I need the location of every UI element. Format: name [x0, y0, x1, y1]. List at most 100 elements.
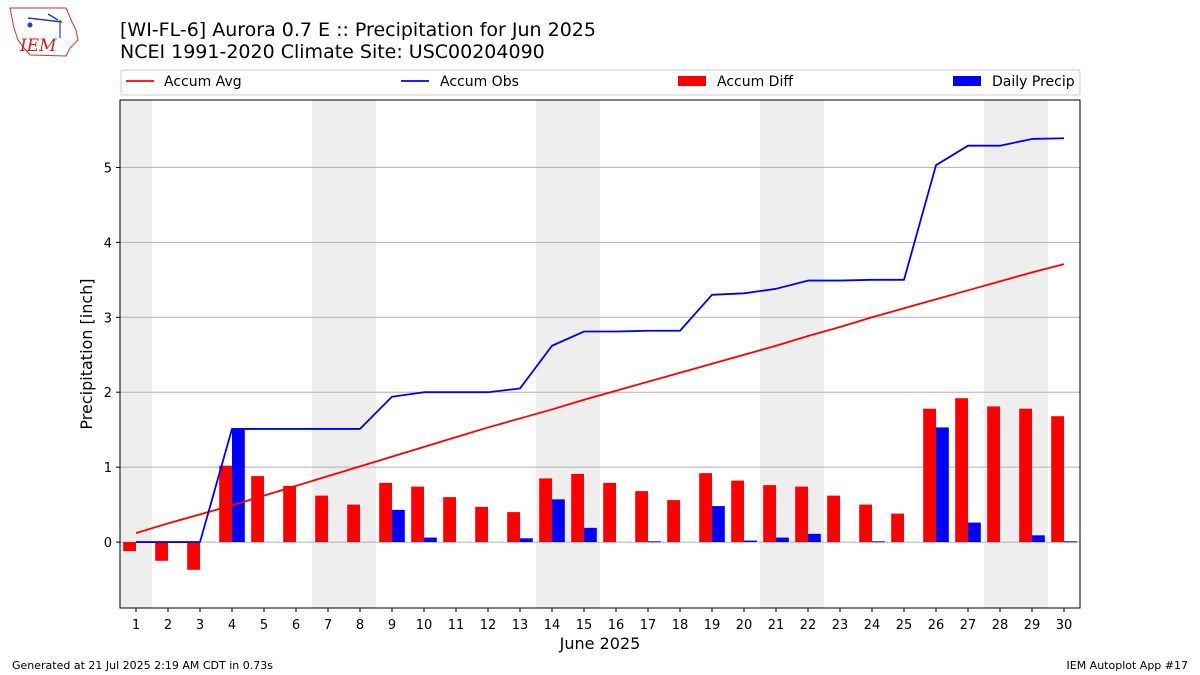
x-tick-label-8: 8 — [356, 618, 364, 633]
accum-diff-bar-day-23 — [827, 495, 840, 543]
accum-diff-bar-day-27 — [955, 398, 968, 543]
accum-diff-bar-day-7 — [315, 495, 328, 543]
legend-label-daily-precip: Daily Precip — [992, 74, 1075, 90]
logo-vane — [47, 13, 59, 21]
daily-precip-bar-day-10 — [424, 537, 437, 543]
y-tick-label-1: 1 — [104, 461, 112, 476]
accum-diff-bar-day-13 — [507, 512, 520, 543]
y-axis-label: Precipitation [inch] — [77, 278, 96, 429]
legend-label-accum-avg: Accum Avg — [164, 74, 242, 90]
weekend-shade-day-1 — [120, 100, 152, 608]
legend-item-accum-obs: Accum Obs — [401, 74, 519, 90]
footer-generated: Generated at 21 Jul 2025 2:19 AM CDT in … — [12, 659, 273, 672]
accum-diff-bar-day-22 — [795, 486, 808, 543]
x-tick-label-9: 9 — [388, 618, 396, 633]
accum-diff-bar-day-24 — [859, 504, 872, 543]
daily-precip-bar-day-14 — [552, 499, 565, 543]
legend-label-accum-obs: Accum Obs — [440, 74, 519, 90]
x-tick-label-10: 10 — [416, 618, 433, 633]
plot-frame — [119, 99, 1081, 609]
x-axis-label: June 2025 — [559, 634, 641, 653]
accum-diff-bar-day-10 — [411, 486, 424, 543]
logo-text: IEM — [19, 36, 57, 56]
chart-title: [WI-FL-6] Aurora 0.7 E :: Precipitation … — [120, 19, 596, 41]
daily-precip-bar-day-9 — [392, 509, 405, 543]
legend-swatch-accum-diff — [678, 76, 706, 86]
accum-diff-bar-day-19 — [699, 473, 712, 543]
x-tick-label-26: 26 — [928, 618, 945, 633]
y-tick-label-5: 5 — [104, 161, 112, 176]
x-tick-label-15: 15 — [576, 618, 593, 633]
iem-logo: IEM — [9, 7, 79, 57]
accum-diff-bar-day-12 — [475, 506, 488, 543]
accum-diff-bar-day-2 — [155, 542, 168, 561]
x-tick-label-13: 13 — [512, 618, 529, 633]
accum-diff-bar-day-4 — [219, 465, 232, 543]
accum-diff-bar-day-6 — [283, 485, 296, 543]
x-tick-label-17: 17 — [640, 618, 657, 633]
y-tick-label-2: 2 — [104, 386, 112, 401]
x-tick-label-30: 30 — [1056, 618, 1073, 633]
accum-diff-bar-day-21 — [763, 485, 776, 543]
x-tick-label-4: 4 — [228, 618, 236, 633]
gridlines — [120, 166, 1080, 543]
y-axis-ticks: 0 1 2 3 4 5 — [104, 161, 120, 551]
accum-diff-bar-day-29 — [1019, 408, 1032, 543]
weekend-shading — [120, 100, 1048, 608]
accum-diff-bar-day-9 — [379, 482, 392, 543]
chart-subtitle: NCEI 1991-2020 Climate Site: USC00204090 — [120, 41, 545, 63]
bars — [123, 398, 1077, 570]
daily-precip-bar-day-30 — [1064, 541, 1077, 543]
accum-diff-bar-day-8 — [347, 504, 360, 543]
x-tick-label-16: 16 — [608, 618, 625, 633]
accum-diff-bar-day-30 — [1051, 416, 1064, 543]
logo-state-outline — [9, 7, 79, 57]
accum-diff-bar-day-15 — [571, 473, 584, 543]
accum-diff-bar-day-1 — [123, 542, 136, 552]
lines — [135, 137, 1065, 543]
daily-precip-bar-day-13 — [520, 538, 533, 543]
x-tick-label-23: 23 — [832, 618, 849, 633]
accum-diff-bar-day-17 — [635, 491, 648, 543]
x-tick-label-2: 2 — [164, 618, 172, 633]
accum-diff-bar-day-18 — [667, 500, 680, 543]
x-tick-label-24: 24 — [864, 618, 881, 633]
daily-precip-bar-day-26 — [936, 427, 949, 543]
x-tick-label-3: 3 — [196, 618, 204, 633]
x-tick-label-7: 7 — [324, 618, 332, 633]
y-tick-label-4: 4 — [104, 236, 112, 251]
x-tick-label-19: 19 — [704, 618, 721, 633]
accum-diff-bar-day-5 — [251, 476, 264, 543]
x-tick-label-11: 11 — [448, 618, 465, 633]
accum-obs-line — [136, 137, 1065, 543]
x-tick-label-27: 27 — [960, 618, 977, 633]
x-tick-label-6: 6 — [292, 618, 300, 633]
legend-frame — [120, 69, 1081, 96]
x-axis-ticks: 1 2 3 4 5 6 7 8 9 10 11 12 13 14 15 16 17 18 19 20 21 22 23 24 2… — [132, 608, 1072, 633]
x-tick-label-12: 12 — [480, 618, 497, 633]
daily-precip-bar-day-19 — [712, 506, 725, 543]
daily-precip-bar-day-22 — [808, 533, 821, 543]
x-tick-label-18: 18 — [672, 618, 689, 633]
x-tick-label-20: 20 — [736, 618, 753, 633]
daily-precip-bar-day-21 — [776, 537, 789, 543]
x-tick-label-29: 29 — [1024, 618, 1041, 633]
logo-staff — [27, 17, 63, 23]
accum-diff-bar-day-14 — [539, 478, 552, 543]
accum-diff-bar-day-11 — [443, 497, 456, 543]
daily-precip-bar-day-27 — [968, 522, 981, 543]
x-tick-label-5: 5 — [260, 618, 268, 633]
legend-item-accum-diff: Accum Diff — [678, 74, 793, 90]
x-tick-label-22: 22 — [800, 618, 817, 633]
accum-diff-bar-day-25 — [891, 513, 904, 543]
daily-precip-bar-day-17 — [648, 541, 661, 543]
daily-precip-bar-day-15 — [584, 527, 597, 543]
accum-avg-line — [135, 263, 1065, 534]
daily-precip-bar-day-29 — [1032, 535, 1045, 543]
x-tick-label-1: 1 — [132, 618, 140, 633]
x-tick-label-25: 25 — [896, 618, 913, 633]
x-tick-label-21: 21 — [768, 618, 785, 633]
legend-label-accum-diff: Accum Diff — [717, 74, 793, 90]
accum-diff-bar-day-16 — [603, 482, 616, 543]
